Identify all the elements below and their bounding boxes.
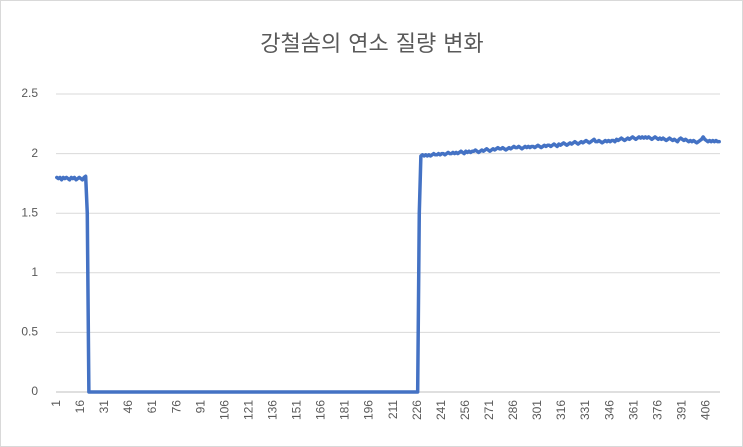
x-tick-label: 331: [578, 400, 592, 420]
x-tick-label: 316: [554, 400, 568, 420]
x-tick-label: 286: [506, 400, 520, 420]
y-tick-label: 2: [31, 146, 38, 160]
x-tick-label: 166: [314, 400, 328, 420]
y-tick-label: 0.5: [21, 325, 38, 339]
y-tick-label: 2.5: [21, 86, 38, 100]
y-tick-label: 0: [31, 384, 38, 398]
x-tick-label: 301: [530, 400, 544, 420]
x-tick-label: 211: [386, 400, 400, 419]
y-tick-label: 1.5: [21, 205, 38, 219]
x-tick-label: 241: [434, 400, 448, 420]
x-tick-label: 151: [290, 400, 304, 420]
y-tick-label: 1: [31, 265, 38, 279]
x-tick-label: 226: [410, 400, 424, 420]
x-tick-label: 61: [145, 400, 159, 414]
x-tick-label: 121: [241, 400, 255, 420]
x-tick-label: 1: [49, 400, 63, 407]
x-tick-label: 181: [338, 400, 352, 420]
x-tick-label: 91: [193, 400, 207, 414]
data-line: [55, 135, 721, 394]
x-tick-label: 391: [674, 400, 688, 420]
x-tick-label: 346: [602, 400, 616, 420]
x-tick-label: 76: [169, 400, 183, 414]
x-tick-label: 16: [73, 400, 87, 414]
x-tick-label: 271: [482, 400, 496, 420]
x-tick-label: 31: [97, 400, 111, 414]
x-tick-label: 196: [362, 400, 376, 420]
x-tick-label: 106: [217, 400, 231, 420]
x-tick-label: 46: [121, 400, 135, 414]
x-tick-label: 256: [458, 400, 472, 420]
x-tick-label: 406: [699, 400, 713, 420]
x-tick-label: 376: [650, 400, 664, 420]
x-tick-label: 361: [626, 400, 640, 420]
x-tick-label: 136: [265, 400, 279, 420]
chart-title: 강철솜의 연소 질량 변화: [260, 32, 483, 57]
